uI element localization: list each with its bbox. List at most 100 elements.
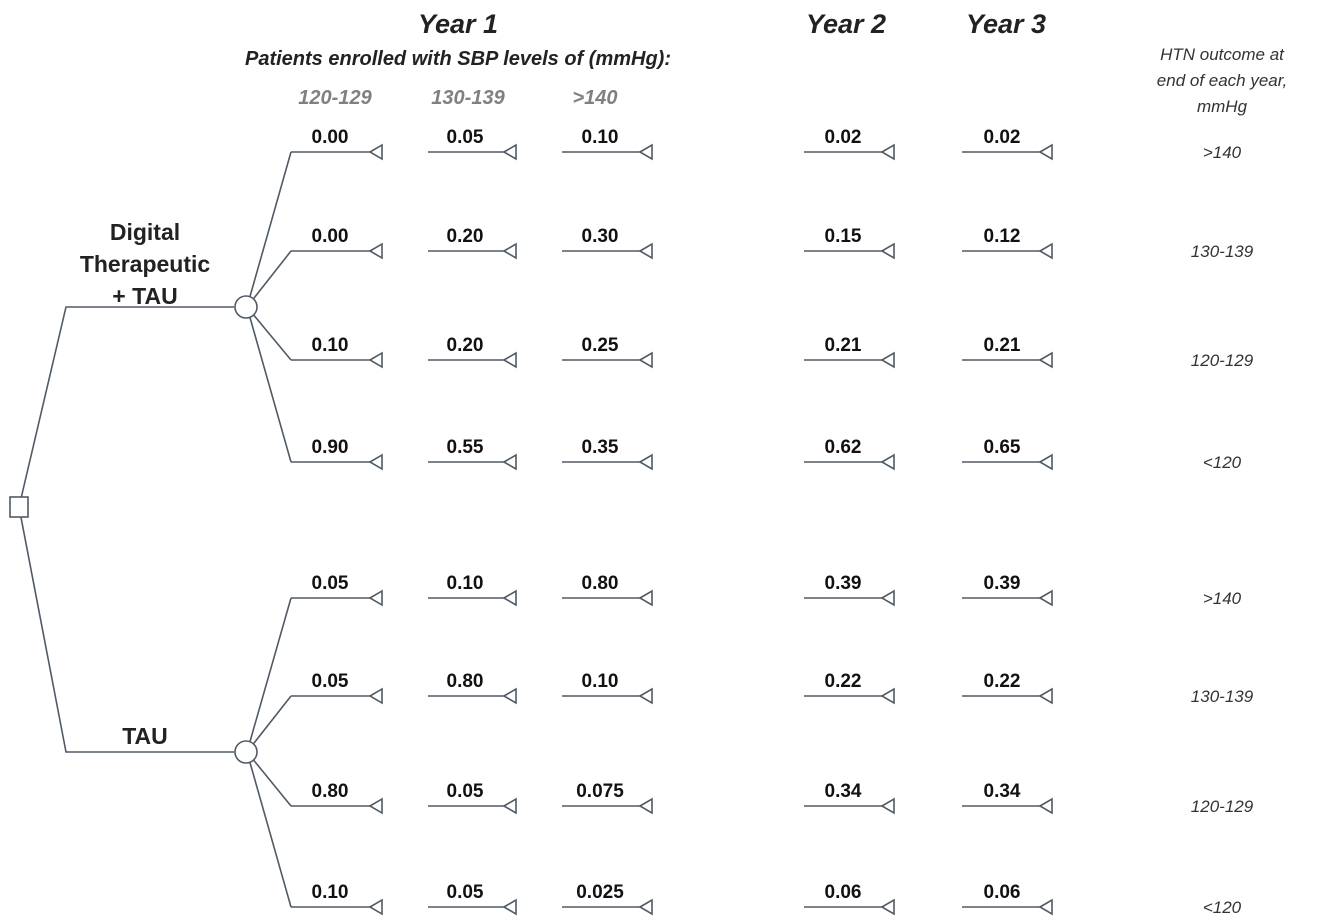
terminal-node-icon [638, 589, 653, 607]
arm-2-branch-2-outcome: 130-139 [1191, 687, 1254, 706]
arm-1-label-line-1: Digital [110, 219, 180, 245]
arm-1-branch-3-value-3: 0.25 [582, 335, 619, 356]
arm-2-branch-4-value-2: 0.05 [447, 882, 484, 903]
arm-2-branch-3-value-5: 0.34 [984, 781, 1021, 802]
year1-header: Year 1 [418, 9, 498, 39]
chance-node-icon [234, 295, 258, 319]
arm-1-branch-2-value-3: 0.30 [582, 226, 619, 247]
terminal-node-icon [880, 242, 895, 260]
arm-2-branch-1-value-4: 0.39 [825, 573, 862, 594]
terminal-node-icon [880, 589, 895, 607]
outcome-title-line-1: HTN outcome at [1160, 45, 1285, 64]
sbp-column-2: 130-139 [431, 87, 505, 109]
arm-2-branch-3-edge [246, 751, 292, 807]
arm-2-branch-1-value-1: 0.05 [312, 573, 349, 594]
arm-2-branch-4-value-4: 0.06 [825, 882, 862, 903]
arm-1-branch-1-value-3: 0.10 [582, 127, 619, 148]
arm-1-branch-1-value-5: 0.02 [984, 127, 1021, 148]
terminal-node-icon [368, 351, 383, 369]
arm-1-branch-4-value-5: 0.65 [984, 437, 1021, 458]
arm-1-branch-4-value-1: 0.90 [312, 437, 349, 458]
arm-1-branch-1-value-1: 0.00 [312, 127, 349, 148]
arm-2-branch-2-value-2: 0.80 [447, 671, 484, 692]
terminal-node-icon [368, 797, 383, 815]
terminal-node-icon [502, 687, 517, 705]
terminal-node-icon [638, 453, 653, 471]
terminal-node-icon [880, 351, 895, 369]
terminal-node-icon [502, 453, 517, 471]
arm-1-branch-3-outcome: 120-129 [1191, 351, 1254, 370]
arm-1-branch-1-outcome: >140 [1203, 143, 1242, 162]
arm-2-branch-4-value-3: 0.025 [576, 882, 624, 903]
arm-1-branch-2-value-1: 0.00 [312, 226, 349, 247]
arm-2-branch-4-value-5: 0.06 [984, 882, 1021, 903]
arm-2-branch-2-edge [246, 695, 292, 753]
terminal-node-icon [368, 143, 383, 161]
arm-2-branch-2-value-5: 0.22 [984, 671, 1021, 692]
arm-1-branch-2-value-4: 0.15 [825, 226, 862, 247]
arm-1-branch-3-value-2: 0.20 [447, 335, 484, 356]
terminal-node-icon [880, 453, 895, 471]
terminal-node-icon [1038, 898, 1053, 916]
terminal-node-icon [368, 589, 383, 607]
enrolment-subtitle: Patients enrolled with SBP levels of (mm… [245, 48, 671, 70]
terminal-node-icon [502, 143, 517, 161]
arm-1-branch-3-edge [246, 306, 292, 361]
arm-1-branch-4-outcome: <120 [1203, 453, 1242, 472]
terminal-node-icon [368, 687, 383, 705]
arm-1-branch-3-value-5: 0.21 [984, 335, 1021, 356]
terminal-node-icon [1038, 589, 1053, 607]
arm-2-branch-1-value-2: 0.10 [447, 573, 484, 594]
arm-2-branch-3-value-4: 0.34 [825, 781, 862, 802]
terminal-node-icon [502, 898, 517, 916]
terminal-node-icon [880, 898, 895, 916]
arm-2-branch-2-value-4: 0.22 [825, 671, 862, 692]
arm-2-branch-4-value-1: 0.10 [312, 882, 349, 903]
year3-header: Year 3 [966, 9, 1046, 39]
terminal-node-icon [1038, 351, 1053, 369]
arm-2-branch-3-value-1: 0.80 [312, 781, 349, 802]
arm-1-branch-2-value-5: 0.12 [984, 226, 1021, 247]
terminal-node-icon [1038, 242, 1053, 260]
arm-1-branch-4-value-2: 0.55 [447, 437, 484, 458]
arm-2-branch-1-outcome: >140 [1203, 589, 1242, 608]
arm-1-branch-2-value-2: 0.20 [447, 226, 484, 247]
arm-1-branch-4-edge [246, 306, 292, 463]
sbp-column-3: >140 [572, 87, 617, 109]
arm-2-label-line-1: TAU [122, 723, 168, 749]
chance-node-icon [234, 740, 258, 764]
arm-1-branch-1-value-4: 0.02 [825, 127, 862, 148]
terminal-node-icon [638, 898, 653, 916]
arm-1-branch-4-value-3: 0.35 [582, 437, 619, 458]
arm-2-branch-4-edge [246, 751, 292, 908]
terminal-node-icon [502, 797, 517, 815]
terminal-node-icon [638, 351, 653, 369]
arm-2-branch-4-outcome: <120 [1203, 898, 1242, 917]
arm-2-branch-2-value-1: 0.05 [312, 671, 349, 692]
terminal-node-icon [368, 898, 383, 916]
arm-2-branch-2-value-3: 0.10 [582, 671, 619, 692]
sbp-column-1: 120-129 [298, 87, 372, 109]
arm-1-edge [18, 306, 234, 508]
decision-node-icon [9, 496, 29, 518]
arm-1-branch-2-edge [246, 250, 292, 308]
arm-2-branch-3-value-2: 0.05 [447, 781, 484, 802]
tree-body: Digital Therapeutic + TAU 0.00 0.05 0.10 0.02 0… [9, 127, 1254, 917]
outcome-title-line-2: end of each year, [1157, 71, 1287, 90]
terminal-node-icon [502, 589, 517, 607]
year2-header: Year 2 [806, 9, 886, 39]
arm-1-branch-4-value-4: 0.62 [825, 437, 862, 458]
terminal-node-icon [1038, 687, 1053, 705]
terminal-node-icon [880, 687, 895, 705]
terminal-node-icon [880, 143, 895, 161]
arm-2-edge [18, 506, 234, 753]
arm-2-branch-1-edge [246, 597, 292, 753]
outcome-title-line-3: mmHg [1197, 97, 1248, 116]
arm-1-branch-1-value-2: 0.05 [447, 127, 484, 148]
arm-1-branch-2-outcome: 130-139 [1191, 242, 1254, 261]
arm-2-branch-3-value-3: 0.075 [576, 781, 624, 802]
arm-2-branch-1-value-3: 0.80 [582, 573, 619, 594]
arm-1-label-line-2: Therapeutic [80, 251, 211, 277]
terminal-node-icon [880, 797, 895, 815]
